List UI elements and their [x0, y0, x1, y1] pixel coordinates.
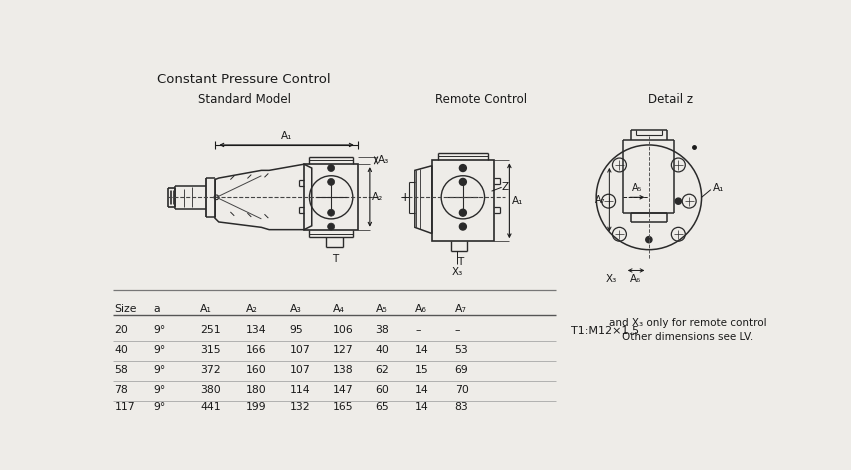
Text: 9°: 9°: [154, 385, 166, 395]
Text: 199: 199: [246, 402, 267, 412]
Text: A₁: A₁: [200, 305, 212, 314]
Text: Constant Pressure Control: Constant Pressure Control: [157, 73, 330, 86]
Text: A₂: A₂: [372, 192, 384, 202]
Text: 160: 160: [246, 365, 267, 375]
Text: 53: 53: [454, 345, 468, 355]
Text: 9°: 9°: [154, 345, 166, 355]
Text: 78: 78: [114, 385, 128, 395]
Text: 20: 20: [114, 325, 129, 335]
Text: Standard Model: Standard Model: [197, 94, 291, 106]
Circle shape: [328, 179, 334, 185]
Text: 166: 166: [246, 345, 267, 355]
Text: 14: 14: [415, 385, 429, 395]
Text: 9°: 9°: [154, 402, 166, 412]
Text: T: T: [332, 253, 338, 264]
Circle shape: [675, 198, 682, 204]
Text: 58: 58: [114, 365, 128, 375]
Text: –: –: [454, 325, 460, 335]
Circle shape: [460, 209, 466, 216]
Text: Other dimensions see LV.: Other dimensions see LV.: [622, 332, 753, 342]
Text: 65: 65: [375, 402, 389, 412]
Text: A₁: A₁: [511, 196, 523, 206]
Text: A₂: A₂: [246, 305, 258, 314]
Text: 114: 114: [289, 385, 311, 395]
Text: and X₃ only for remote control: and X₃ only for remote control: [608, 318, 767, 328]
Text: A₁: A₁: [281, 131, 292, 141]
Text: A₅: A₅: [375, 305, 387, 314]
Text: 40: 40: [375, 345, 390, 355]
Text: 69: 69: [454, 365, 468, 375]
Text: A₇: A₇: [454, 305, 466, 314]
Text: 380: 380: [200, 385, 220, 395]
Text: 14: 14: [415, 402, 429, 412]
Text: 62: 62: [375, 365, 389, 375]
Circle shape: [460, 164, 466, 172]
Circle shape: [328, 164, 334, 172]
Text: 372: 372: [200, 365, 220, 375]
Text: 9°: 9°: [154, 365, 166, 375]
Text: 14: 14: [415, 345, 429, 355]
Text: 107: 107: [289, 365, 311, 375]
Text: A₆: A₆: [630, 274, 642, 284]
Text: +: +: [399, 191, 410, 204]
Text: A₁: A₁: [712, 183, 724, 193]
Circle shape: [646, 236, 652, 243]
Text: 180: 180: [246, 385, 267, 395]
Text: 117: 117: [114, 402, 135, 412]
Text: 315: 315: [200, 345, 220, 355]
Text: 251: 251: [200, 325, 220, 335]
Text: 107: 107: [289, 345, 311, 355]
Text: 132: 132: [289, 402, 311, 412]
Text: 70: 70: [454, 385, 469, 395]
Text: 60: 60: [375, 385, 390, 395]
Text: Remote Control: Remote Control: [435, 94, 527, 106]
Text: Detail z: Detail z: [648, 94, 693, 106]
Text: X₃: X₃: [452, 266, 463, 277]
Text: 441: 441: [200, 402, 220, 412]
Text: 95: 95: [289, 325, 304, 335]
Circle shape: [460, 179, 466, 185]
Text: A₇: A₇: [595, 195, 605, 204]
Text: T: T: [458, 257, 464, 266]
Text: 165: 165: [334, 402, 354, 412]
Text: 106: 106: [334, 325, 354, 335]
Text: Z: Z: [501, 182, 509, 192]
Circle shape: [328, 223, 334, 230]
Text: X₃: X₃: [606, 274, 617, 284]
Text: 40: 40: [114, 345, 129, 355]
Text: 83: 83: [454, 402, 468, 412]
Text: 147: 147: [334, 385, 354, 395]
Text: A₃: A₃: [379, 156, 390, 165]
Text: 15: 15: [415, 365, 429, 375]
Circle shape: [328, 209, 334, 216]
Text: 38: 38: [375, 325, 389, 335]
Text: 127: 127: [334, 345, 354, 355]
Text: –: –: [415, 325, 420, 335]
Text: Size: Size: [114, 305, 137, 314]
Text: A₃: A₃: [289, 305, 301, 314]
Text: A₅: A₅: [632, 183, 643, 194]
Text: T1:M12×1.5: T1:M12×1.5: [571, 326, 639, 336]
Text: 9°: 9°: [154, 325, 166, 335]
Text: 134: 134: [246, 325, 267, 335]
Text: A₆: A₆: [415, 305, 427, 314]
Circle shape: [460, 223, 466, 230]
Text: A₄: A₄: [334, 305, 346, 314]
Text: 138: 138: [334, 365, 354, 375]
Text: a: a: [154, 305, 161, 314]
